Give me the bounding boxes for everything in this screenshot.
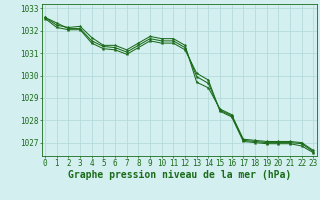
X-axis label: Graphe pression niveau de la mer (hPa): Graphe pression niveau de la mer (hPa): [68, 170, 291, 180]
